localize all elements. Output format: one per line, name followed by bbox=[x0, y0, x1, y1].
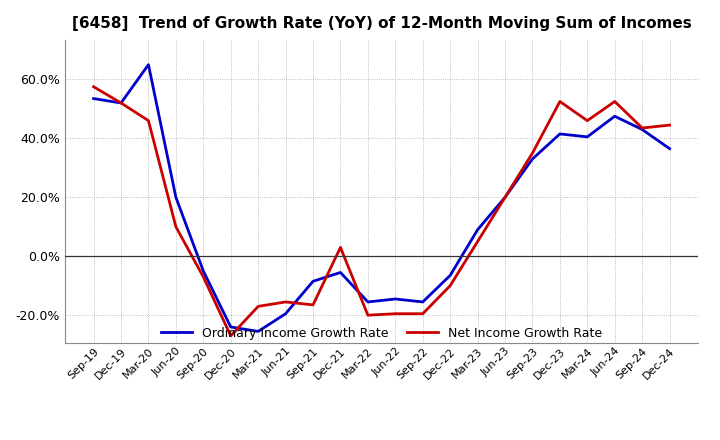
Net Income Growth Rate bbox=[282, 299, 290, 304]
Net Income Growth Rate bbox=[391, 311, 400, 316]
Ordinary Income Growth Rate bbox=[665, 146, 674, 151]
Net Income Growth Rate bbox=[665, 122, 674, 128]
Ordinary Income Growth Rate bbox=[117, 100, 125, 106]
Net Income Growth Rate bbox=[528, 150, 537, 156]
Ordinary Income Growth Rate bbox=[226, 324, 235, 330]
Net Income Growth Rate bbox=[500, 194, 509, 200]
Ordinary Income Growth Rate bbox=[336, 270, 345, 275]
Ordinary Income Growth Rate bbox=[583, 134, 592, 139]
Ordinary Income Growth Rate bbox=[254, 329, 263, 334]
Net Income Growth Rate bbox=[364, 312, 372, 318]
Net Income Growth Rate bbox=[583, 118, 592, 123]
Ordinary Income Growth Rate bbox=[418, 299, 427, 304]
Net Income Growth Rate bbox=[89, 84, 98, 89]
Net Income Growth Rate bbox=[254, 304, 263, 309]
Net Income Growth Rate bbox=[611, 99, 619, 104]
Ordinary Income Growth Rate bbox=[89, 96, 98, 101]
Ordinary Income Growth Rate bbox=[528, 156, 537, 161]
Net Income Growth Rate bbox=[638, 125, 647, 131]
Net Income Growth Rate bbox=[556, 99, 564, 104]
Net Income Growth Rate bbox=[473, 239, 482, 244]
Line: Net Income Growth Rate: Net Income Growth Rate bbox=[94, 87, 670, 336]
Ordinary Income Growth Rate bbox=[473, 227, 482, 232]
Line: Ordinary Income Growth Rate: Ordinary Income Growth Rate bbox=[94, 65, 670, 331]
Net Income Growth Rate bbox=[226, 333, 235, 338]
Net Income Growth Rate bbox=[171, 224, 180, 229]
Net Income Growth Rate bbox=[336, 245, 345, 250]
Net Income Growth Rate bbox=[144, 118, 153, 123]
Ordinary Income Growth Rate bbox=[309, 279, 318, 284]
Net Income Growth Rate bbox=[418, 311, 427, 316]
Ordinary Income Growth Rate bbox=[282, 311, 290, 316]
Legend: Ordinary Income Growth Rate, Net Income Growth Rate: Ordinary Income Growth Rate, Net Income … bbox=[161, 327, 603, 340]
Net Income Growth Rate bbox=[117, 100, 125, 106]
Title: [6458]  Trend of Growth Rate (YoY) of 12-Month Moving Sum of Incomes: [6458] Trend of Growth Rate (YoY) of 12-… bbox=[72, 16, 691, 32]
Ordinary Income Growth Rate bbox=[611, 114, 619, 119]
Ordinary Income Growth Rate bbox=[144, 62, 153, 67]
Ordinary Income Growth Rate bbox=[391, 297, 400, 302]
Ordinary Income Growth Rate bbox=[364, 299, 372, 304]
Ordinary Income Growth Rate bbox=[500, 194, 509, 200]
Ordinary Income Growth Rate bbox=[446, 273, 454, 278]
Ordinary Income Growth Rate bbox=[199, 268, 207, 274]
Ordinary Income Growth Rate bbox=[638, 127, 647, 132]
Net Income Growth Rate bbox=[309, 302, 318, 308]
Net Income Growth Rate bbox=[446, 283, 454, 288]
Ordinary Income Growth Rate bbox=[171, 194, 180, 200]
Ordinary Income Growth Rate bbox=[556, 131, 564, 136]
Net Income Growth Rate bbox=[199, 274, 207, 279]
